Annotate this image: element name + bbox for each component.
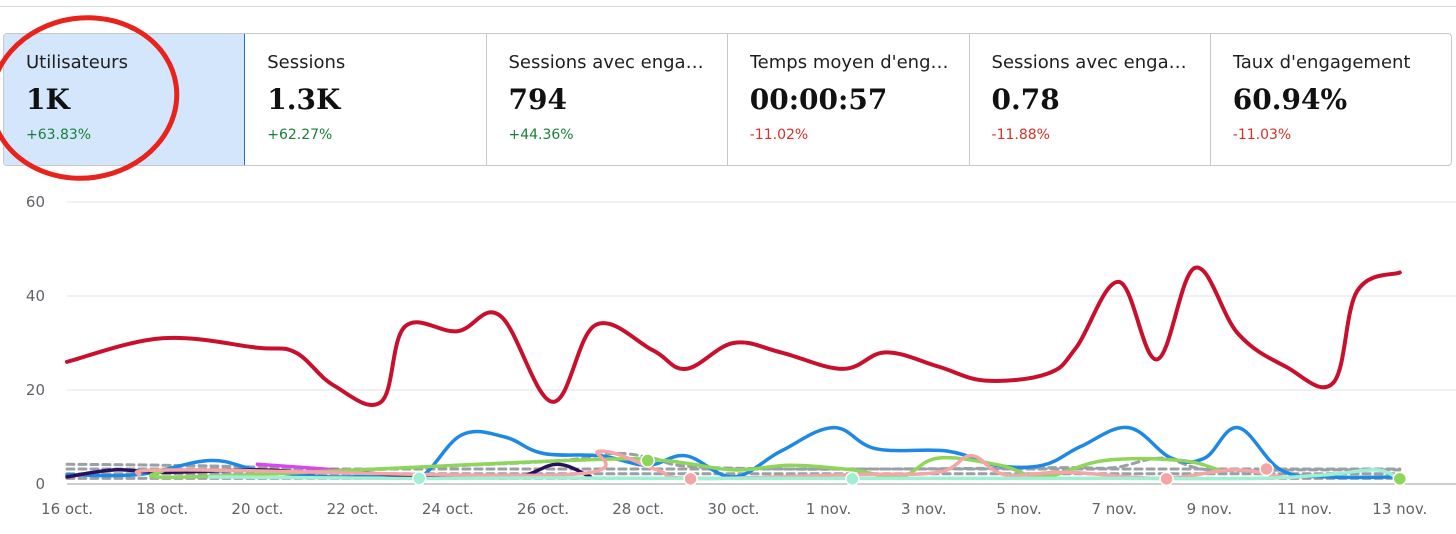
x-tick-label: 20 oct. (231, 500, 283, 518)
metric-change: +62.27% (267, 127, 333, 143)
line-chart: 0 20 40 60 16 oct. 18 oct. 20 oct. 22 oct. 24 oc… (26, 193, 1456, 518)
x-tick-label: 28 oct. (612, 500, 664, 518)
x-tick-label: 22 oct. (327, 500, 379, 518)
data-point-marker-5 (1259, 461, 1274, 477)
series-line-4 (148, 455, 1221, 480)
series-line-0 (65, 265, 1402, 407)
metric-value: 00:00:57 (749, 83, 888, 116)
data-point-marker-1 (640, 453, 655, 468)
metric-change: -11.02% (749, 127, 809, 143)
metric-label: Sessions avec enga… (508, 52, 704, 73)
y-tick-label: 20 (26, 381, 45, 399)
metric-value: 60.94% (1232, 83, 1348, 116)
metric-card-5[interactable]: Taux d'engagement 60.94% -11.03% (1211, 34, 1451, 165)
metric-card-4[interactable]: Sessions avec enga… 0.78 -11.88% (970, 34, 1211, 165)
metric-change: -11.03% (1232, 127, 1292, 143)
metric-label: Temps moyen d'eng… (749, 52, 949, 73)
x-tick-label: 18 oct. (136, 500, 188, 518)
metric-card-1[interactable]: Sessions 1.3K +62.27% (245, 34, 487, 165)
metric-change: +44.36% (508, 127, 574, 143)
data-point-marker-4 (1159, 471, 1174, 487)
metric-value: 794 (508, 83, 567, 116)
x-tick-label: 11 nov. (1277, 500, 1332, 518)
metric-value: 1K (26, 83, 70, 116)
x-tick-label: 30 oct. (707, 500, 759, 518)
x-tick-label: 26 oct. (517, 500, 569, 518)
x-tick-label: 7 nov. (1091, 500, 1136, 518)
y-tick-label: 60 (26, 193, 45, 211)
metric-label: Sessions (267, 52, 346, 73)
x-tick-label: 13 nov. (1372, 500, 1427, 518)
x-tick-label: 1 nov. (806, 500, 851, 518)
data-point-marker-6 (1392, 471, 1408, 487)
metric-card-0[interactable]: Utilisateurs 1K +63.83% (4, 34, 246, 165)
data-point-marker-3 (845, 471, 860, 487)
metric-value: 1.3K (267, 83, 341, 116)
metric-label: Sessions avec enga… (991, 52, 1187, 73)
metric-card-3[interactable]: Temps moyen d'eng… 00:00:57 -11.02% (728, 34, 970, 165)
x-tick-label: 16 oct. (41, 500, 93, 518)
metric-label: Utilisateurs (26, 52, 128, 73)
y-tick-label: 0 (35, 475, 45, 493)
metric-value: 0.78 (991, 83, 1060, 116)
x-tick-label: 9 nov. (1187, 500, 1232, 518)
metric-change: +63.83% (26, 127, 92, 143)
metric-change: -11.88% (991, 127, 1050, 143)
y-tick-label: 40 (26, 287, 45, 305)
metric-label: Taux d'engagement (1232, 52, 1411, 73)
x-tick-label: 3 nov. (901, 500, 946, 518)
data-point-marker-2 (683, 471, 698, 487)
x-tick-label: 24 oct. (422, 500, 474, 518)
x-tick-label: 5 nov. (996, 500, 1041, 518)
metric-cards: Utilisateurs 1K +63.83% Sessions 1.3K +62.27%… (3, 33, 1452, 166)
data-point-marker-0 (411, 471, 427, 486)
top-divider (0, 6, 1456, 7)
metric-card-2[interactable]: Sessions avec enga… 794 +44.36% (487, 34, 728, 165)
